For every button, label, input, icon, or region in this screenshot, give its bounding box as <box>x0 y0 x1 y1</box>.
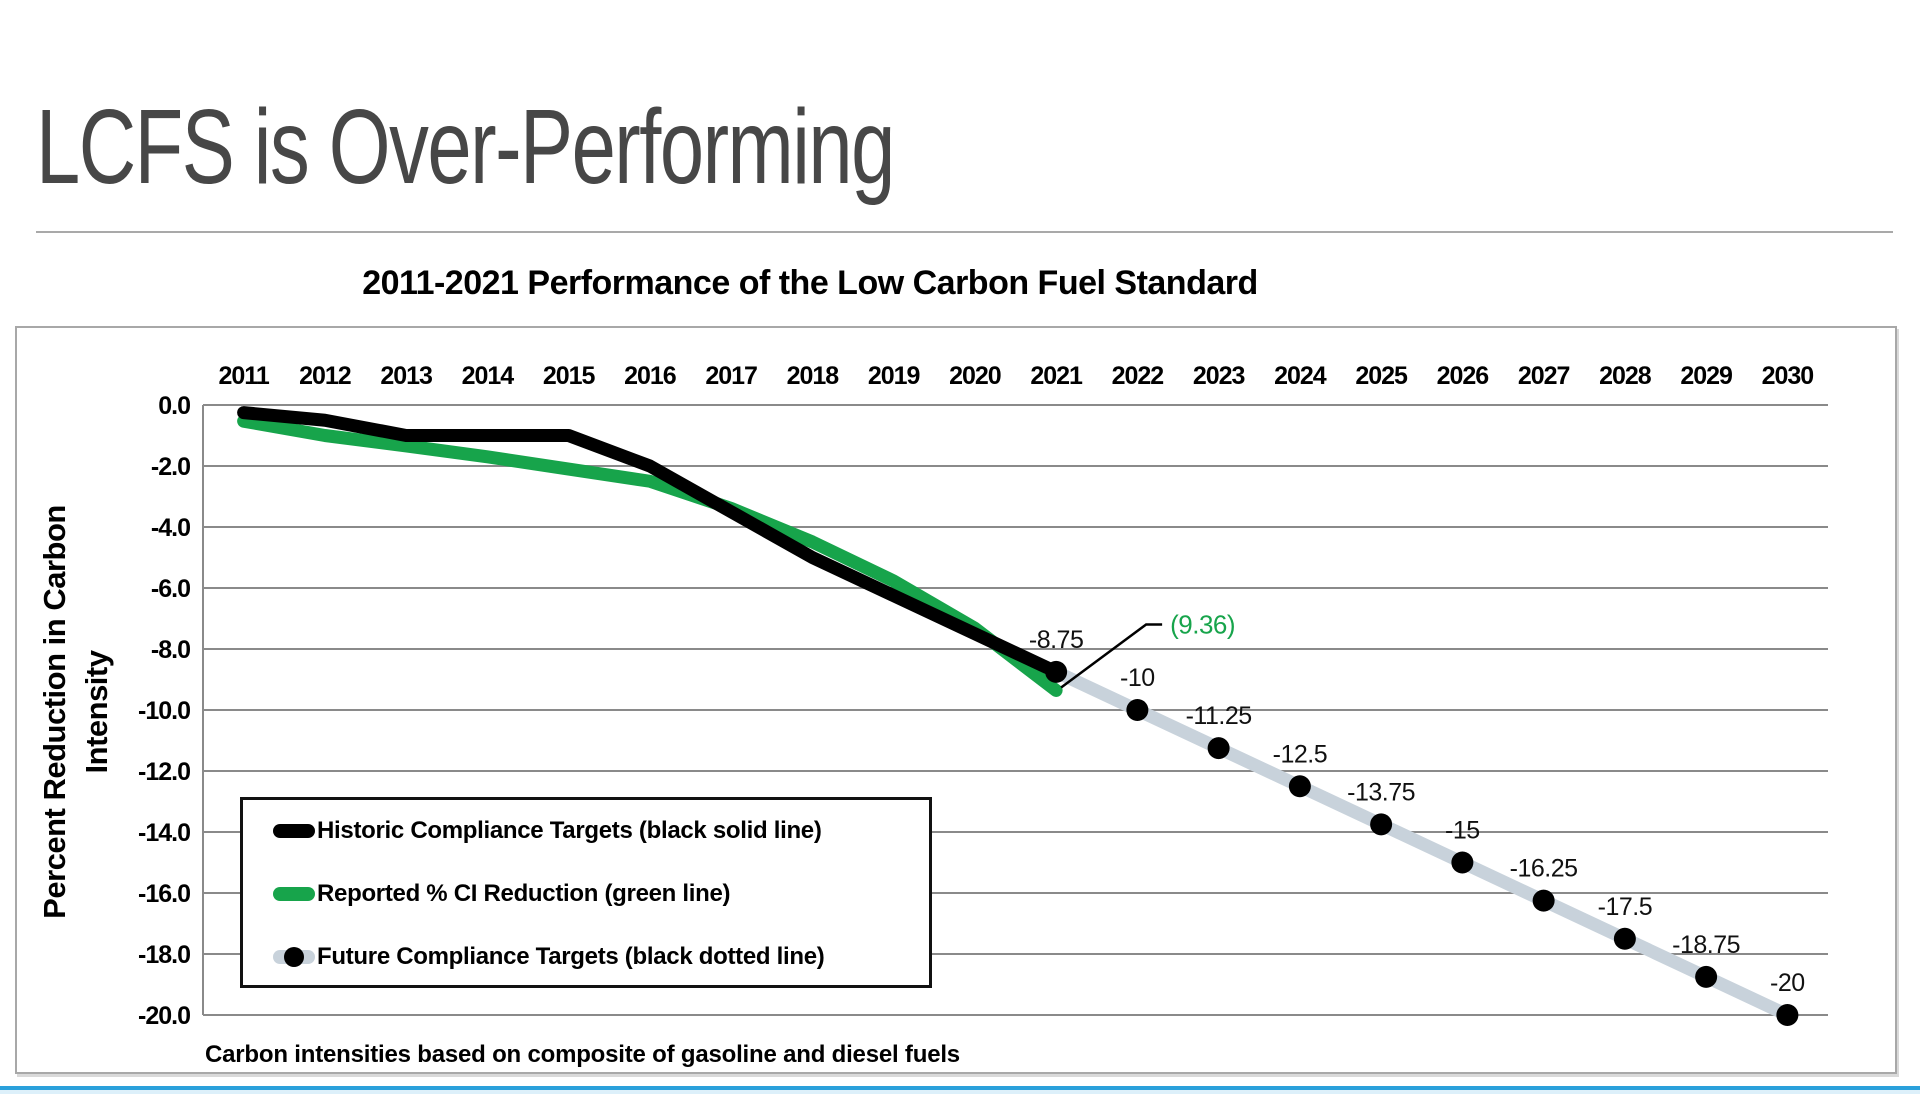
svg-text:-20: -20 <box>1770 969 1805 997</box>
chart-legend: Historic Compliance Targets (black solid… <box>240 797 932 988</box>
svg-text:-17.5: -17.5 <box>1598 893 1652 921</box>
chart-footnote: Carbon intensities based on composite of… <box>205 1041 960 1068</box>
legend-marker-dotted-line-icon <box>273 947 315 967</box>
svg-text:2011: 2011 <box>219 362 270 390</box>
svg-text:-16.0: -16.0 <box>138 880 190 908</box>
svg-text:-6.0: -6.0 <box>151 575 190 603</box>
svg-text:-11.25: -11.25 <box>1186 702 1252 730</box>
legend-marker-dot-icon <box>284 947 304 967</box>
legend-item-historic: Historic Compliance Targets (black solid… <box>273 814 822 848</box>
svg-text:2024: 2024 <box>1274 362 1327 390</box>
svg-text:0.0: 0.0 <box>158 392 190 420</box>
svg-text:-18.75: -18.75 <box>1672 931 1740 959</box>
svg-text:2021: 2021 <box>1030 362 1083 390</box>
svg-text:2018: 2018 <box>787 362 840 390</box>
svg-text:2020: 2020 <box>949 362 1001 390</box>
legend-label: Reported % CI Reduction (green line) <box>317 880 731 907</box>
svg-text:-15: -15 <box>1445 817 1480 845</box>
svg-text:-13.75: -13.75 <box>1347 778 1415 806</box>
svg-text:2014: 2014 <box>462 362 515 390</box>
y-axis-title-line1: Percent Reduction in Carbon <box>37 505 72 919</box>
svg-text:-12.0: -12.0 <box>138 758 190 786</box>
bottom-accent-bar <box>0 1086 1920 1090</box>
legend-marker-green-line-icon <box>273 887 315 901</box>
bottom-accent-bar-fill <box>0 1090 1920 1094</box>
svg-text:2030: 2030 <box>1762 362 1814 390</box>
svg-text:-10: -10 <box>1120 664 1155 692</box>
chart-title: 2011-2021 Performance of the Low Carbon … <box>362 264 1258 302</box>
svg-text:-8.75: -8.75 <box>1029 626 1083 654</box>
svg-text:2023: 2023 <box>1193 362 1245 390</box>
svg-text:2022: 2022 <box>1112 362 1164 390</box>
svg-text:2026: 2026 <box>1437 362 1489 390</box>
svg-text:-12.5: -12.5 <box>1273 740 1327 768</box>
svg-text:-20.0: -20.0 <box>138 1002 190 1030</box>
title-separator <box>36 231 1893 233</box>
svg-text:2019: 2019 <box>868 362 920 390</box>
svg-text:-14.0: -14.0 <box>138 819 190 847</box>
legend-item-reported: Reported % CI Reduction (green line) <box>273 877 731 911</box>
svg-text:2015: 2015 <box>543 362 596 390</box>
svg-text:2013: 2013 <box>380 362 432 390</box>
legend-marker-historic-line-icon <box>273 824 315 838</box>
svg-text:2027: 2027 <box>1518 362 1570 390</box>
svg-text:(9.36): (9.36) <box>1170 609 1235 639</box>
svg-text:2025: 2025 <box>1355 362 1408 390</box>
legend-label: Future Compliance Targets (black dotted … <box>317 943 825 970</box>
svg-text:-16.25: -16.25 <box>1510 855 1578 883</box>
svg-text:-18.0: -18.0 <box>138 941 190 969</box>
svg-text:-4.0: -4.0 <box>151 514 190 542</box>
svg-text:-8.0: -8.0 <box>151 636 190 664</box>
slide-title: LCFS is Over-Performing <box>36 88 895 206</box>
svg-text:2016: 2016 <box>624 362 676 390</box>
y-axis-title: Percent Reduction in Carbon Intensity <box>34 362 122 1062</box>
svg-text:2012: 2012 <box>299 362 351 390</box>
legend-item-future: Future Compliance Targets (black dotted … <box>273 940 825 974</box>
svg-text:-10.0: -10.0 <box>138 697 190 725</box>
svg-text:2028: 2028 <box>1599 362 1652 390</box>
svg-text:2017: 2017 <box>705 362 757 390</box>
y-axis-title-line2: Intensity <box>79 650 114 774</box>
legend-label: Historic Compliance Targets (black solid… <box>317 817 822 844</box>
svg-text:-2.0: -2.0 <box>151 453 190 481</box>
svg-text:2029: 2029 <box>1680 362 1732 390</box>
